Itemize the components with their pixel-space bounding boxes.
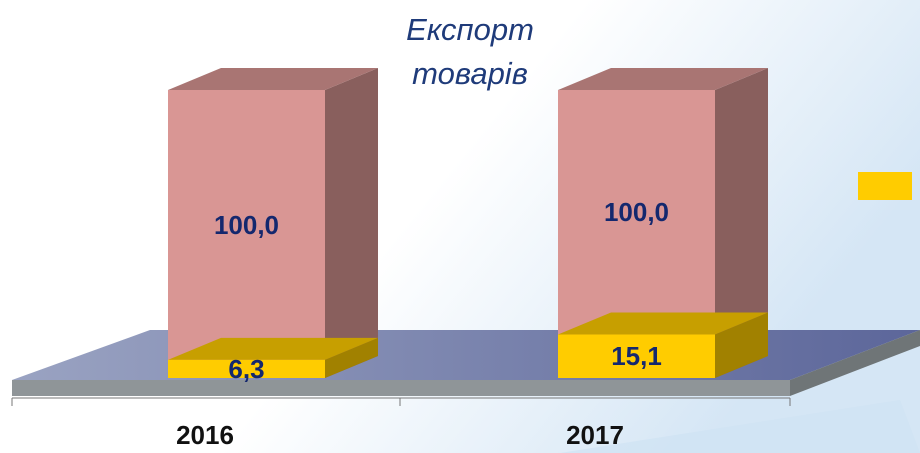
bar-side	[715, 68, 768, 378]
background-shape	[560, 400, 920, 453]
bar-top	[558, 68, 768, 90]
bar-side	[325, 337, 378, 378]
bar-top	[558, 312, 768, 335]
value-label: 100,0	[214, 210, 279, 240]
legend-swatch	[858, 172, 912, 200]
x-tick-label: 2016	[176, 420, 234, 450]
floor	[12, 330, 920, 380]
bar-side	[715, 312, 768, 378]
x-tick-label: 2017	[566, 420, 624, 450]
bar	[168, 359, 325, 378]
value-label: 15,1	[611, 341, 662, 371]
bar	[168, 90, 325, 378]
bar	[558, 334, 715, 378]
value-label: 100,0	[604, 197, 669, 227]
bar-side	[325, 68, 378, 378]
chart-title: Експорт товарів	[406, 12, 534, 91]
bar-top	[168, 337, 378, 360]
floor-edge	[12, 380, 790, 396]
value-label: 6,3	[228, 354, 264, 384]
bar-top	[168, 68, 378, 90]
floor-edge	[790, 330, 920, 396]
